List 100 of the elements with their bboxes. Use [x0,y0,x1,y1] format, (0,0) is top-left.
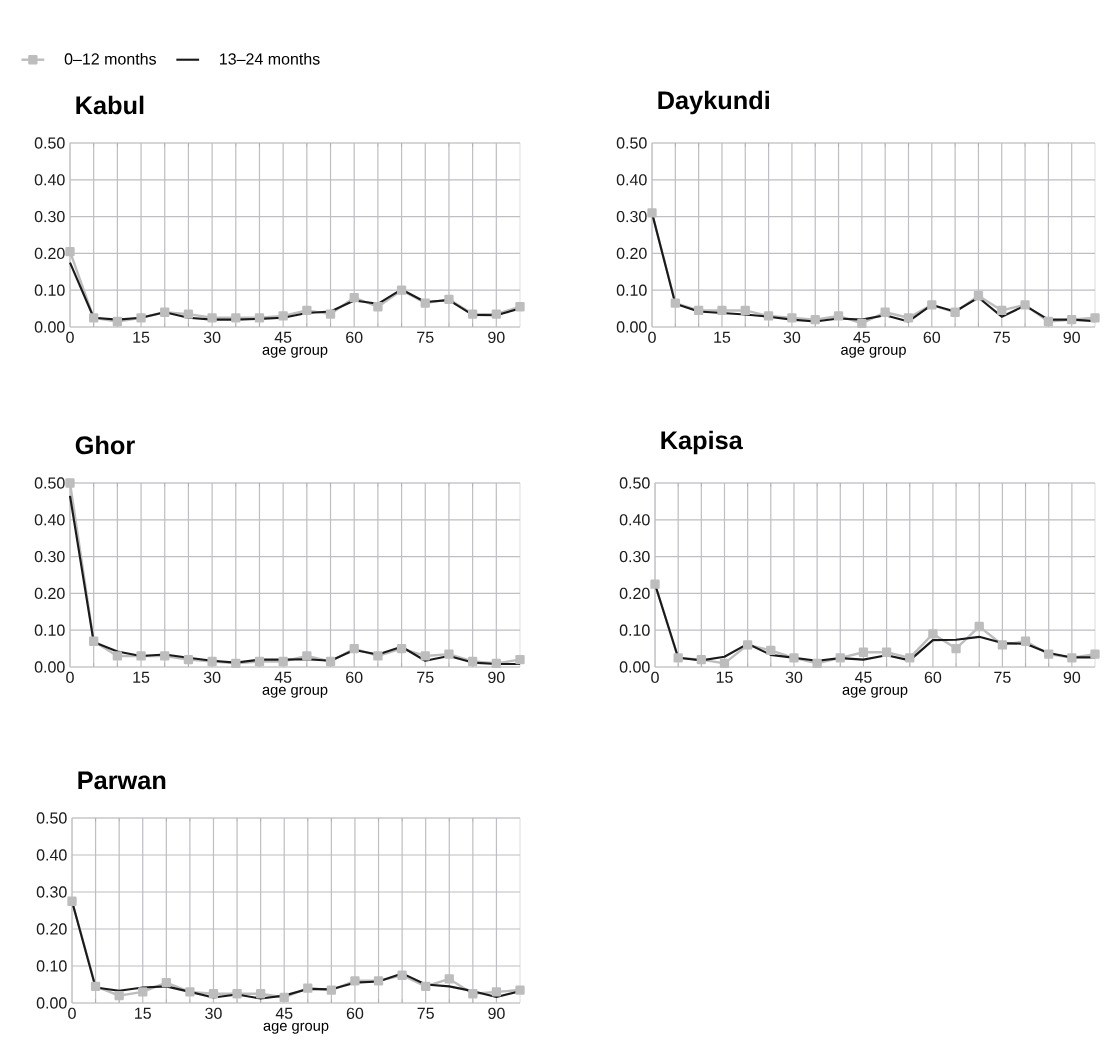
point [1020,636,1031,646]
point [973,291,984,301]
point [231,313,241,323]
y-tick-label: 0.30 [34,210,65,223]
x-axis-title: age group [842,686,908,698]
legend-label: 0–12 months [64,52,156,65]
y-tick-label: 0.00 [34,661,65,673]
y-tick-label: 0.40 [34,174,65,186]
x-tick-label: 75 [417,1007,434,1019]
x-tick-label: 15 [133,331,150,343]
y-tick-label: 0.50 [34,137,65,149]
point [420,298,430,308]
x-tick-label: 90 [488,331,505,344]
point [1044,649,1054,659]
y-tick-label: 0.10 [36,960,67,972]
y-tick-label: 0.40 [34,514,65,526]
point [719,658,730,668]
x-tick-label: 15 [133,671,150,683]
point [766,645,776,656]
point [420,651,430,661]
x-tick-label: 90 [1063,331,1080,344]
x-tick-label: 45 [853,331,871,343]
x-tick-label: 45 [274,331,292,343]
point [279,992,289,1003]
point [467,309,478,319]
x-tick-label: 30 [203,671,221,684]
x-tick-label: 0 [648,331,656,344]
x-tick-label: 15 [135,1007,151,1019]
point [857,318,867,328]
point [763,311,774,321]
chart-title: Kabul [76,95,144,115]
point [207,656,217,667]
point [927,300,937,310]
x-tick-label: 0 [651,671,659,684]
point [1090,649,1100,659]
point [112,316,123,327]
point [67,896,77,906]
point [905,653,915,663]
point [160,651,170,661]
point [515,985,525,995]
y-tick-label: 0.50 [36,812,67,824]
point [1067,314,1077,325]
point [325,309,336,319]
point [114,990,124,1001]
point [396,643,407,654]
point [444,649,454,659]
point [350,976,360,986]
point [787,313,797,323]
chart-title: Kapisa [661,430,743,455]
point [810,314,820,325]
point [396,285,407,295]
point [740,305,750,316]
point [670,298,680,308]
point [789,653,799,663]
point [138,987,148,997]
point [951,643,961,654]
point [136,313,146,323]
point [89,313,99,323]
y-tick-label: 0.10 [34,284,65,296]
y-tick-label: 0.00 [616,321,647,333]
x-tick-label: 75 [994,671,1011,683]
x-tick-label: 90 [488,671,505,684]
x-tick-label: 60 [923,331,941,344]
point [208,989,219,999]
point [185,987,195,997]
point [326,985,337,995]
point [491,987,502,997]
y-tick-label: 0.20 [34,247,65,260]
point [974,621,984,632]
y-tick-label: 0.00 [619,661,650,673]
x-tick-label: 30 [783,331,801,344]
y-tick-label: 0.40 [616,174,647,186]
point [491,309,501,319]
x-tick-label: 75 [417,331,434,343]
chart-title: Ghor [75,435,135,455]
point [231,658,241,668]
x-tick-label: 60 [924,671,942,684]
x-tick-label: 75 [993,331,1010,343]
point [325,656,336,667]
point [491,658,501,668]
point [673,653,683,663]
point [278,656,288,667]
y-tick-label: 0.10 [34,624,65,636]
x-tick-label: 90 [1063,671,1081,684]
point [444,294,454,305]
point [880,307,890,317]
y-tick-label: 0.20 [619,587,650,600]
point [207,313,217,323]
y-tick-label: 0.10 [619,624,650,636]
point [303,983,313,993]
point [254,656,265,667]
x-tick-label: 0 [66,671,74,684]
point [89,636,99,646]
y-tick-label: 0.00 [36,997,67,1009]
point [278,311,288,321]
y-tick-label: 0.40 [36,849,67,861]
point [65,478,75,488]
point [349,292,359,303]
point [928,629,938,639]
point [467,656,478,667]
